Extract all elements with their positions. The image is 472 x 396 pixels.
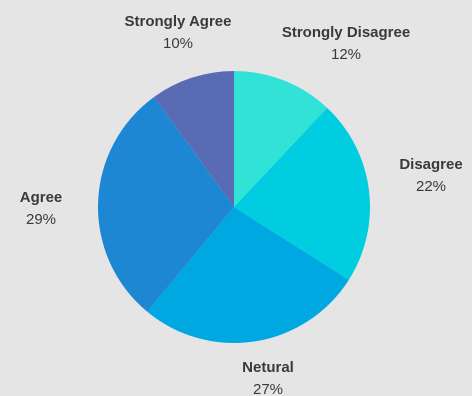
slice-label-strongly-agree: Strongly Agree [125, 13, 232, 30]
pie-slice-strongly-disagree [234, 71, 328, 207]
slice-label-agree: Agree [20, 189, 63, 206]
pie-slice-disagree [234, 107, 371, 280]
slice-value-agree: 29% [26, 211, 56, 228]
pie-slice-netural [147, 207, 349, 344]
pie-slice-agree [97, 96, 234, 312]
slice-value-disagree: 22% [416, 178, 446, 195]
pie-slice-strongly-agree [154, 71, 234, 207]
slice-value-netural: 27% [253, 381, 283, 396]
slice-value-strongly-agree: 10% [163, 35, 193, 52]
slice-label-disagree: Disagree [399, 156, 462, 173]
pie-slices [97, 71, 371, 344]
slice-value-strongly-disagree: 12% [331, 46, 361, 63]
slice-label-netural: Netural [242, 359, 294, 376]
pie-labels: Strongly Disagree 12% Disagree 22% Netural 27… [20, 13, 463, 396]
slice-label-strongly-disagree: Strongly Disagree [282, 24, 410, 41]
